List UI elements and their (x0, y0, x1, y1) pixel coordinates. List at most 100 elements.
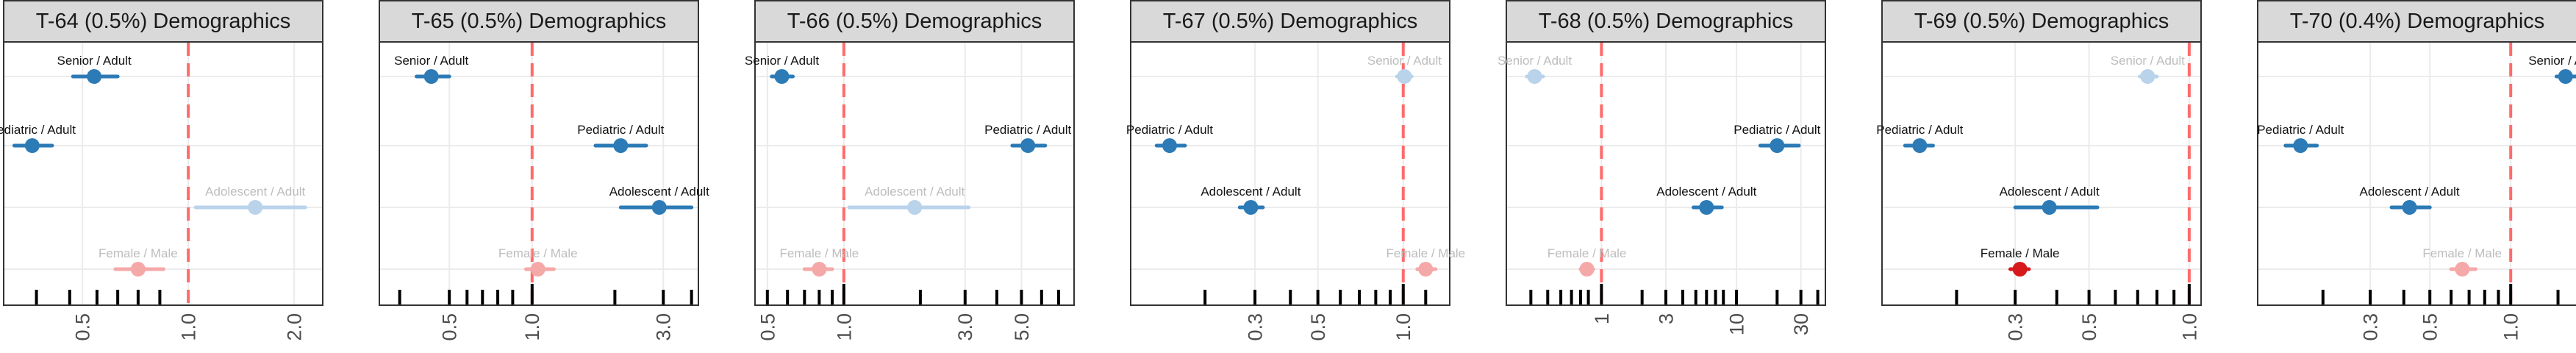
x-tick-label: 0.5 (72, 313, 94, 341)
point-label: Senior / Adult (394, 54, 468, 68)
point-label: Senior / Adult (745, 54, 819, 68)
forest-panel: T-66 (0.5%) Demographics Senior / Adult Pe… (745, 0, 1075, 353)
x-tick-label: 0.3 (2005, 313, 2027, 341)
estimate-point (1527, 69, 1542, 84)
forest-plot-svg: Senior / Adult Pediatric / Adult Adolescen… (380, 43, 709, 341)
x-tick-label: 1 (1591, 313, 1613, 324)
panel-strip (1506, 0, 1826, 43)
forest-panel: T-64 (0.5%) Demographics Senior / Adult Pe… (0, 0, 323, 353)
estimate-point (2140, 69, 2155, 84)
estimate-point (774, 69, 790, 84)
x-tick-label: 1.0 (833, 313, 855, 341)
panel-title: T-65 (0.5%) Demographics (411, 10, 667, 33)
point-label: Senior / Adult (1367, 54, 1442, 68)
x-tick-label: 1.0 (2178, 313, 2200, 341)
point-label: Pediatric / Adult (577, 123, 664, 137)
estimate-point (2042, 200, 2057, 215)
x-tick-label: 3.0 (954, 313, 976, 341)
panel-title: T-70 (0.4%) Demographics (2289, 10, 2545, 33)
estimate-point (907, 200, 923, 215)
forest-panel: T-70 (0.4%) Demographics Senior / Adult Pe… (2257, 0, 2576, 353)
estimate-point (1020, 138, 1036, 153)
point-label: Female / Male (780, 246, 859, 260)
estimate-point (1579, 262, 1595, 277)
forest-panel: T-68 (0.5%) Demographics Senior / Adult Pe… (1498, 0, 1826, 353)
point-label: Adolescent / Adult (1656, 185, 1756, 199)
point-label: Female / Male (1386, 246, 1465, 260)
plot-area (379, 41, 699, 306)
estimate-point (1397, 69, 1412, 84)
x-tick-label: 0.5 (439, 313, 461, 341)
estimate-point (530, 262, 545, 277)
estimate-point (2293, 138, 2308, 153)
estimate-point (248, 200, 263, 215)
point-label: Senior / Adult (2528, 54, 2576, 68)
x-tick-label: 2.0 (284, 313, 306, 341)
forest-plot-svg: Senior / Adult Pediatric / Adult Adolescen… (1498, 43, 1825, 335)
forest-plot-svg: Senior / Adult Pediatric / Adult Adolescen… (2257, 43, 2576, 341)
estimate-point (651, 200, 667, 215)
point-label: Female / Male (1548, 246, 1627, 260)
point-label: Pediatric / Adult (1734, 123, 1820, 137)
plot-area (2257, 41, 2576, 306)
point-label: Female / Male (498, 246, 578, 260)
estimate-point (613, 138, 629, 153)
panel-title: T-68 (0.5%) Demographics (1538, 10, 1794, 33)
point-label: Pediatric / Adult (984, 123, 1071, 137)
plot-area (1130, 41, 1450, 306)
point-label: Female / Male (1981, 246, 2060, 260)
x-tick-label: 3.0 (653, 313, 675, 341)
estimate-point (2402, 200, 2417, 215)
point-label: Female / Male (2422, 246, 2502, 260)
point-label: Pediatric / Adult (1126, 123, 1213, 137)
x-tick-label: 0.5 (2419, 313, 2441, 341)
estimate-point (423, 69, 439, 84)
x-tick-label: 0.5 (756, 313, 779, 341)
forest-plot-svg: Senior / Adult Pediatric / Adult Adolescen… (1126, 43, 1465, 341)
estimate-point (812, 262, 827, 277)
panel-title: T-66 (0.5%) Demographics (787, 10, 1042, 33)
estimate-point (1162, 138, 1177, 153)
x-tick-label: 1.0 (1392, 313, 1414, 341)
point-label: Senior / Adult (57, 54, 132, 68)
point-label: Adolescent / Adult (2359, 185, 2459, 199)
forest-plot-svg: Senior / Adult Pediatric / Adult Adolescen… (0, 43, 322, 341)
x-tick-label: 0.3 (2360, 313, 2382, 341)
point-label: Adolescent / Adult (609, 185, 709, 199)
x-tick-label: 30 (1790, 313, 1812, 335)
x-tick-label: 0.3 (1245, 313, 1267, 341)
x-tick-label: 0.5 (1307, 313, 1329, 341)
x-tick-label: 1.0 (521, 313, 543, 341)
panel-title: T-67 (0.5%) Demographics (1162, 10, 1418, 33)
forest-plot-svg: Senior / Adult Pediatric / Adult Adolescen… (745, 43, 1073, 341)
estimate-point (24, 138, 40, 153)
plot-area (3, 41, 323, 306)
point-label: Female / Male (99, 246, 178, 260)
point-label: Pediatric / Adult (1876, 123, 1963, 137)
x-tick-label: 5.0 (1011, 313, 1033, 341)
x-tick-label: 10 (1725, 313, 1747, 335)
point-label: Senior / Adult (2111, 54, 2185, 68)
estimate-point (1243, 200, 1259, 215)
panel-title: T-69 (0.5%) Demographics (1914, 10, 2169, 33)
estimate-point (1770, 138, 1785, 153)
point-label: Pediatric / Adult (0, 123, 76, 137)
estimate-point (1912, 138, 1928, 153)
point-label: Pediatric / Adult (2257, 123, 2344, 137)
x-tick-label: 3 (1655, 313, 1677, 324)
estimate-point (1418, 262, 1434, 277)
panel-strip (2257, 0, 2576, 43)
forest-panel: T-69 (0.5%) Demographics Senior / Adult Pe… (1876, 0, 2202, 353)
point-label: Adolescent / Adult (865, 185, 965, 199)
estimate-point (130, 262, 146, 277)
x-tick-label: 0.5 (2078, 313, 2100, 341)
estimate-point (1699, 200, 1714, 215)
estimate-point (2455, 262, 2470, 277)
point-label: Adolescent / Adult (2000, 185, 2100, 199)
plot-area (1881, 41, 2202, 306)
x-tick-label: 1.0 (178, 313, 200, 341)
forest-plot-svg: Senior / Adult Pediatric / Adult Adolescen… (1876, 43, 2200, 341)
estimate-point (87, 69, 102, 84)
x-tick-label: 1.0 (2500, 313, 2522, 341)
